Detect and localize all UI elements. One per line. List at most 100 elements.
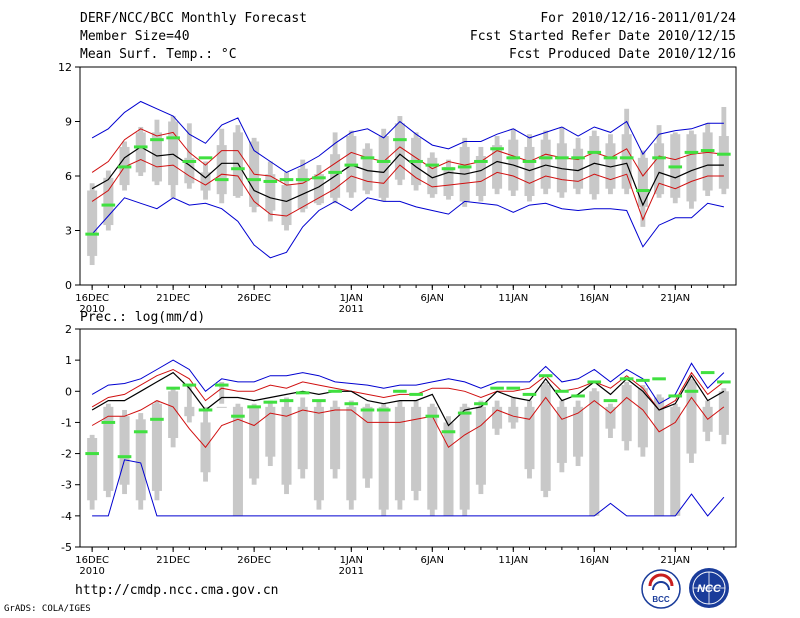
median-marker bbox=[214, 178, 229, 182]
median-marker bbox=[360, 408, 375, 412]
precip-panel-title: Prec.: log(mm/d) bbox=[80, 310, 206, 325]
median-marker bbox=[636, 189, 650, 193]
median-marker bbox=[166, 136, 180, 140]
ensemble-box bbox=[135, 419, 146, 501]
x-year-label: 2010 bbox=[79, 304, 104, 315]
ensemble-box bbox=[427, 157, 438, 195]
x-tick-label: 16JAN bbox=[579, 555, 609, 566]
grads-credit: GrADS: COLA/IGES bbox=[4, 604, 91, 614]
median-marker bbox=[247, 405, 261, 409]
ensemble-box bbox=[605, 406, 616, 429]
median-marker bbox=[231, 167, 245, 171]
median-marker bbox=[668, 165, 683, 169]
median-marker bbox=[717, 152, 731, 156]
median-marker bbox=[700, 371, 715, 375]
ensemble-box bbox=[459, 406, 470, 510]
ensemble-box bbox=[184, 157, 195, 184]
median-marker bbox=[587, 380, 602, 384]
ensemble-box bbox=[686, 381, 697, 454]
median-marker bbox=[150, 417, 164, 421]
median-marker bbox=[101, 203, 116, 207]
ensemble-box bbox=[540, 385, 551, 491]
y-tick-label: 2 bbox=[65, 323, 72, 336]
median-marker bbox=[85, 452, 99, 456]
ensemble-box bbox=[524, 146, 535, 196]
member-size-label: Member Size=40 bbox=[80, 29, 190, 44]
ensemble-box bbox=[313, 174, 324, 204]
x-tick-label: 1JAN bbox=[340, 293, 363, 304]
ensemble-box bbox=[394, 406, 405, 501]
ensemble-box bbox=[427, 406, 438, 510]
plot-frame bbox=[79, 328, 737, 548]
ensemble-box bbox=[394, 123, 405, 180]
ensemble-box bbox=[103, 406, 114, 491]
ensemble-box bbox=[281, 185, 292, 226]
median-marker bbox=[522, 392, 537, 396]
ensemble-box bbox=[589, 136, 600, 195]
ensemble-box bbox=[573, 148, 584, 189]
median-marker bbox=[133, 430, 148, 434]
ensemble-box bbox=[475, 406, 486, 485]
mean-series-line bbox=[91, 371, 725, 427]
median-marker bbox=[425, 414, 440, 418]
median-marker bbox=[555, 389, 569, 393]
median-marker bbox=[538, 374, 553, 378]
median-marker bbox=[571, 394, 585, 398]
x-tick-label: 6JAN bbox=[421, 293, 444, 304]
ensemble-box bbox=[297, 406, 308, 470]
y-tick-label: 12 bbox=[58, 61, 72, 74]
max-series-line bbox=[91, 359, 725, 405]
median-marker bbox=[506, 156, 521, 160]
median-marker bbox=[214, 383, 229, 387]
ensemble-box bbox=[265, 174, 276, 211]
median-marker bbox=[85, 232, 99, 236]
ensemble-box bbox=[654, 397, 665, 516]
ensemble-box bbox=[637, 388, 648, 448]
svg-text:BCC: BCC bbox=[652, 595, 670, 604]
median-marker bbox=[603, 156, 618, 160]
median-marker bbox=[652, 156, 666, 160]
median-marker bbox=[668, 394, 683, 398]
y-tick-label: 9 bbox=[65, 116, 72, 129]
y-tick-label: 0 bbox=[65, 385, 72, 398]
ensemble-box bbox=[313, 406, 324, 501]
ensemble-box bbox=[330, 406, 341, 470]
ncc-logo: NCC bbox=[689, 568, 729, 608]
median-marker bbox=[101, 420, 116, 424]
y-tick-label: -2 bbox=[61, 448, 72, 461]
y-tick-label: 1 bbox=[65, 354, 72, 367]
ensemble-box bbox=[378, 136, 389, 198]
x-tick-label: 16DEC bbox=[75, 555, 109, 566]
y-tick-label: -1 bbox=[61, 416, 72, 429]
median-marker bbox=[474, 402, 488, 406]
ensemble-box bbox=[670, 406, 681, 516]
ensemble-box bbox=[362, 148, 373, 191]
ensemble-box bbox=[524, 406, 535, 470]
footer-url[interactable]: http://cmdp.ncc.cma.gov.cn bbox=[75, 583, 279, 598]
min-series-line bbox=[92, 459, 725, 517]
ensemble-box bbox=[702, 132, 713, 191]
median-marker bbox=[328, 170, 342, 174]
ensemble-box bbox=[508, 406, 519, 423]
ensemble-whisker bbox=[186, 123, 192, 189]
max-series-line bbox=[91, 100, 724, 173]
median-marker bbox=[166, 386, 180, 390]
median-marker bbox=[393, 389, 407, 393]
ensemble-box bbox=[216, 406, 227, 408]
median-marker bbox=[619, 156, 634, 160]
plot-frame bbox=[79, 66, 737, 286]
median-marker bbox=[360, 156, 375, 160]
median-marker bbox=[636, 378, 650, 382]
x-tick-label: 21DEC bbox=[156, 293, 190, 304]
median-marker bbox=[182, 159, 197, 163]
median-marker bbox=[441, 167, 456, 171]
ensemble-box bbox=[654, 143, 665, 195]
y-tick-label: -3 bbox=[61, 479, 72, 492]
forecast-produced-label: Fcst Produced Date 2010/12/16 bbox=[509, 47, 736, 62]
median-marker bbox=[295, 178, 310, 182]
median-marker bbox=[344, 163, 359, 167]
ensemble-box bbox=[718, 136, 729, 189]
median-marker bbox=[538, 156, 553, 160]
